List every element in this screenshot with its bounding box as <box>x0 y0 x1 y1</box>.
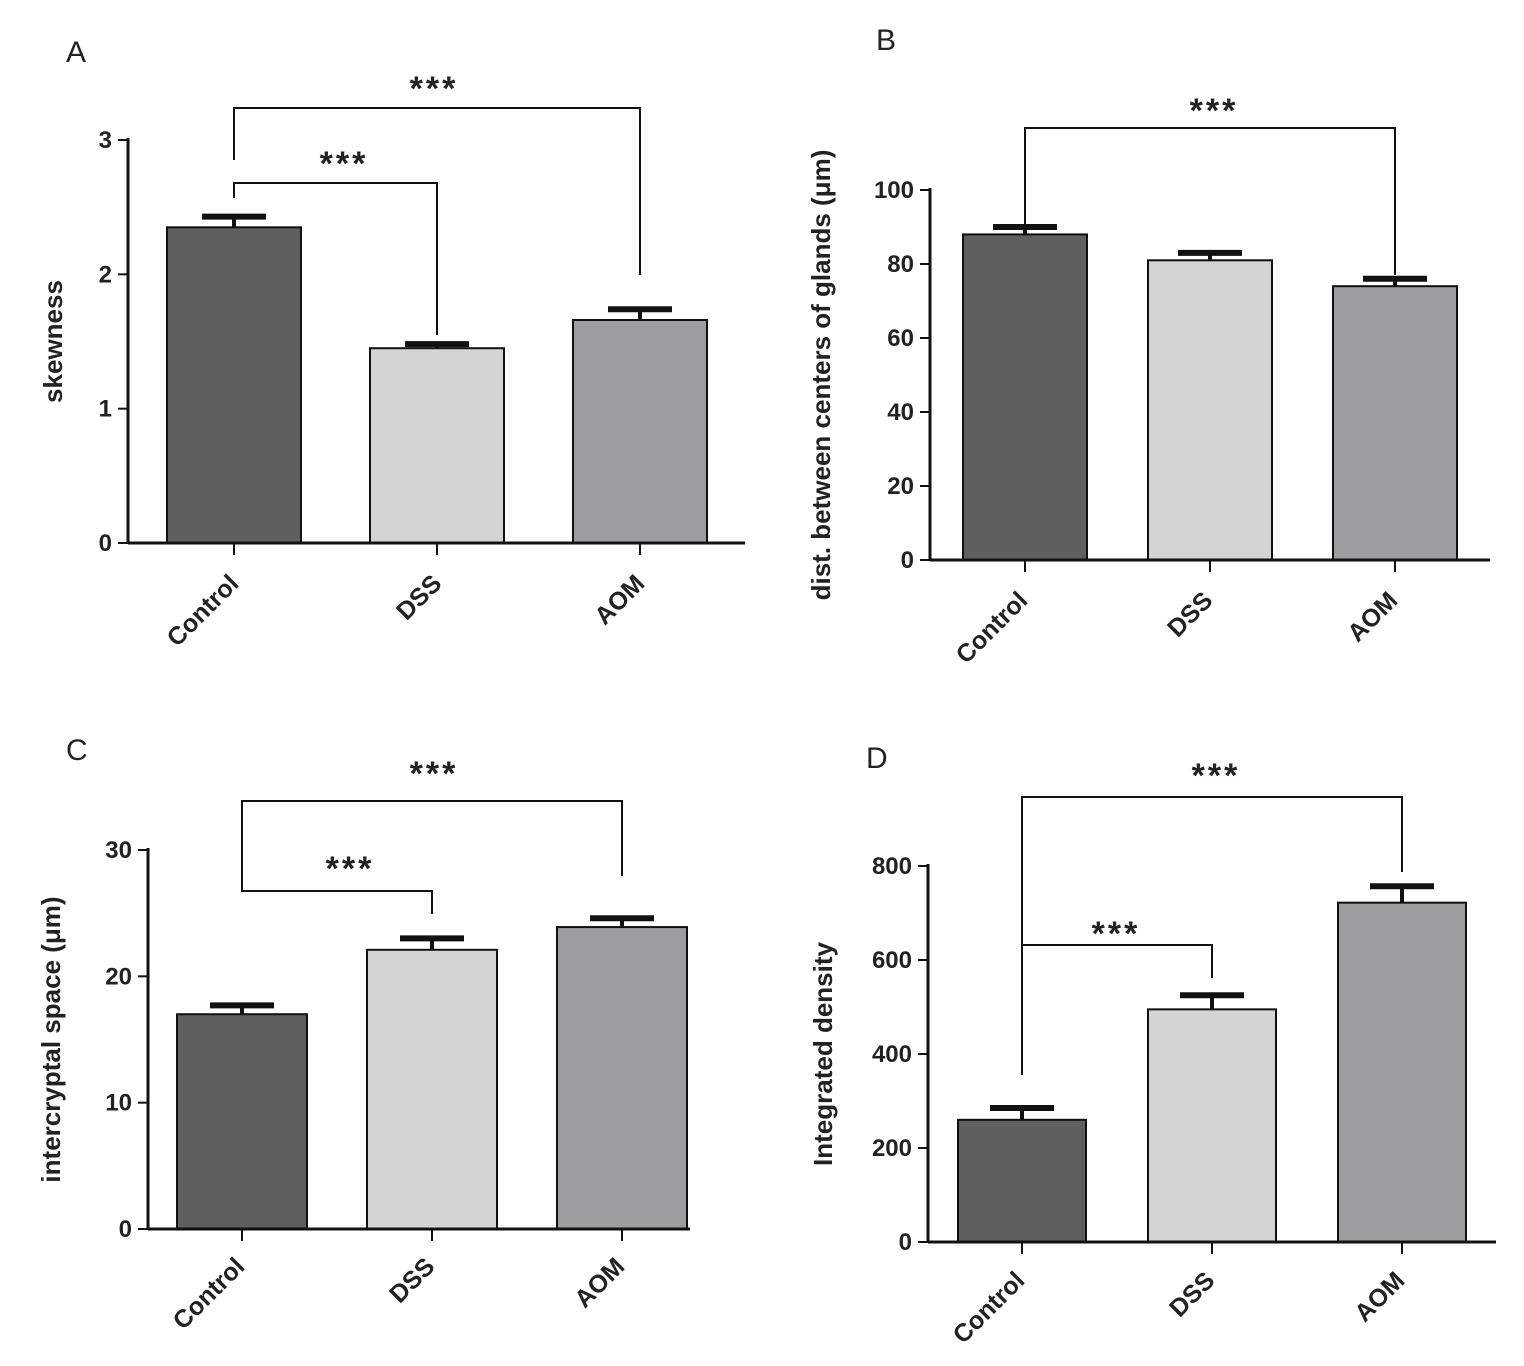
bar-dss <box>369 347 505 545</box>
y-tick-label: 200 <box>872 1135 912 1162</box>
significance-label: *** <box>1190 92 1239 130</box>
y-tick-label: 20 <box>105 963 132 990</box>
y-tick-label: 60 <box>887 325 914 352</box>
chart-panel-b: B 0 20 40 60 80 100 Control DSS AOM dist. between … <box>806 24 1490 669</box>
bar-control <box>166 226 302 544</box>
bar-aom <box>1332 285 1458 561</box>
y-tick-label: 0 <box>899 1229 912 1256</box>
panel-label: C <box>66 734 88 767</box>
significance-label: *** <box>320 145 369 183</box>
panel-label: A <box>66 36 86 69</box>
y-axis-title: intercryptal space (μm) <box>36 896 66 1182</box>
category-label: Control <box>162 569 245 652</box>
y-tick-label: 1 <box>99 396 112 423</box>
significance-label: *** <box>1092 915 1141 953</box>
y-tick-label: 10 <box>105 1090 132 1117</box>
y-tick-label: 0 <box>119 1216 132 1243</box>
bar-aom <box>572 319 708 544</box>
category-label: Control <box>951 586 1034 669</box>
y-tick-label: 600 <box>872 947 912 974</box>
significance-bracket <box>241 800 623 878</box>
category-label: DSS <box>391 569 447 625</box>
y-tick-label: 3 <box>99 127 112 154</box>
significance-bracket <box>1024 127 1396 275</box>
significance-bracket <box>241 878 433 914</box>
y-axis-title: Integrated density <box>808 941 838 1165</box>
y-axis-title: skewness <box>38 280 68 403</box>
bar-aom <box>1337 901 1467 1243</box>
bar-dss <box>1147 1008 1277 1243</box>
bar-control <box>962 233 1088 561</box>
bar-control <box>957 1118 1087 1244</box>
category-label: Control <box>948 1266 1031 1349</box>
y-tick-label: 2 <box>99 261 112 288</box>
y-tick-label: 0 <box>99 530 112 557</box>
significance-label: *** <box>410 755 459 793</box>
panel-label: B <box>876 24 896 57</box>
bar-dss <box>1147 259 1273 561</box>
significance-label: *** <box>1192 757 1241 795</box>
significance-bracket <box>233 107 641 275</box>
panel-label: D <box>866 742 888 775</box>
category-label: DSS <box>1162 586 1218 642</box>
chart-panel-d: D 0 200 400 600 800 Control DSS AOM Integrated de… <box>808 742 1496 1349</box>
y-axis-title: dist. between centers of glands (μm) <box>806 150 836 601</box>
y-tick-label: 20 <box>887 473 914 500</box>
category-label: DSS <box>384 1252 440 1308</box>
category-label: AOM <box>589 569 650 630</box>
y-tick-label: 400 <box>872 1041 912 1068</box>
significance-bracket <box>233 182 438 335</box>
y-tick-label: 40 <box>887 399 914 426</box>
chart-panel-c: C 0 10 20 30 Control DSS AOM intercryptal space … <box>36 734 690 1335</box>
category-label: Control <box>168 1252 251 1335</box>
significance-label: *** <box>326 850 375 888</box>
category-label: AOM <box>1342 586 1403 647</box>
y-tick-label: 800 <box>872 853 912 880</box>
bar-dss <box>366 948 498 1230</box>
bar-aom <box>556 926 688 1231</box>
category-label: AOM <box>569 1252 630 1313</box>
category-label: AOM <box>1349 1266 1410 1327</box>
y-tick-label: 100 <box>874 177 914 204</box>
significance-bracket <box>1021 796 1403 1075</box>
y-tick-label: 30 <box>105 837 132 864</box>
category-label: DSS <box>1164 1266 1220 1322</box>
significance-label: *** <box>410 70 459 108</box>
y-tick-label: 80 <box>887 251 914 278</box>
y-tick-label: 0 <box>901 547 914 574</box>
chart-panel-a: A 0 1 2 3 Control DSS AOM skewness *** *** <box>38 36 745 652</box>
bar-control <box>176 1013 308 1230</box>
